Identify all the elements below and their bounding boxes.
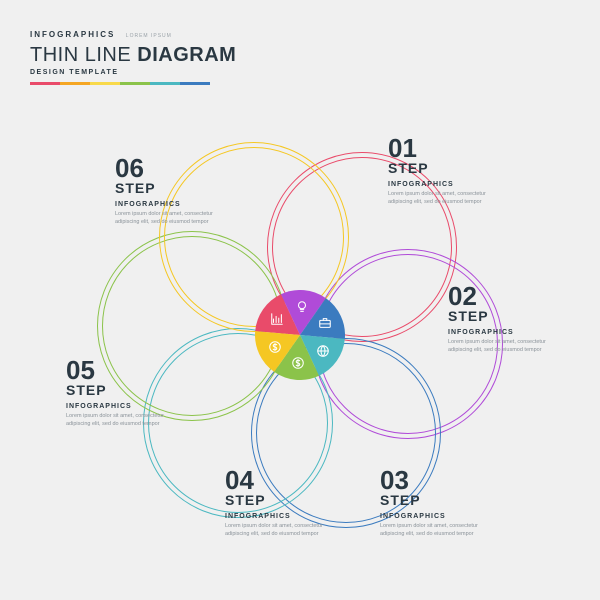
step-body: Lorem ipsum dolor sit amet, consectetur … (115, 211, 215, 226)
step-number: 02 (448, 283, 548, 309)
page-title: THIN LINE DIAGRAM (30, 44, 236, 67)
step-number: 05 (66, 357, 166, 383)
step-label: STEP (225, 493, 325, 507)
title-bold: DIAGRAM (137, 44, 236, 66)
step-block: 04 STEP INFOGRAPHICS Lorem ipsum dolor s… (225, 467, 325, 538)
step-sub: INFOGRAPHICS (225, 513, 325, 520)
briefcase-icon (318, 316, 332, 330)
globe-icon (316, 344, 330, 358)
step-label: STEP (448, 309, 548, 323)
step-sub: INFOGRAPHICS (388, 181, 488, 188)
step-body: Lorem ipsum dolor sit amet, consectetur … (380, 523, 480, 538)
step-label: STEP (388, 161, 488, 175)
step-number: 01 (388, 135, 488, 161)
step-label: STEP (380, 493, 480, 507)
step-body: Lorem ipsum dolor sit amet, consectetur … (66, 413, 166, 428)
step-block: 05 STEP INFOGRAPHICS Lorem ipsum dolor s… (66, 357, 166, 428)
step-sub: INFOGRAPHICS (448, 329, 548, 336)
step-block: 03 STEP INFOGRAPHICS Lorem ipsum dolor s… (380, 467, 480, 538)
bulb-icon (295, 300, 309, 314)
eyebrow-lorem: LOREM IPSUM (126, 33, 172, 39)
step-number: 06 (115, 155, 215, 181)
step-sub: INFOGRAPHICS (380, 513, 480, 520)
step-body: Lorem ipsum dolor sit amet, consectetur … (448, 339, 548, 354)
eyebrow: INFOGRAPHICS (30, 30, 115, 39)
step-body: Lorem ipsum dolor sit amet, consectetur … (388, 191, 488, 206)
step-body: Lorem ipsum dolor sit amet, consectetur … (225, 523, 325, 538)
step-block: 06 STEP INFOGRAPHICS Lorem ipsum dolor s… (115, 155, 215, 226)
step-number: 03 (380, 467, 480, 493)
hub (255, 290, 345, 380)
step-label: STEP (66, 383, 166, 397)
step-sub: INFOGRAPHICS (115, 201, 215, 208)
step-label: STEP (115, 181, 215, 195)
chart-icon (270, 312, 284, 326)
dollar-icon (268, 340, 282, 354)
thin-line-diagram: 01 STEP INFOGRAPHICS Lorem ipsum dolor s… (50, 75, 550, 575)
title-thin: THIN LINE (30, 44, 137, 66)
step-number: 04 (225, 467, 325, 493)
step-block: 01 STEP INFOGRAPHICS Lorem ipsum dolor s… (388, 135, 488, 206)
dollar-icon (291, 356, 305, 370)
step-sub: INFOGRAPHICS (66, 403, 166, 410)
step-block: 02 STEP INFOGRAPHICS Lorem ipsum dolor s… (448, 283, 548, 354)
